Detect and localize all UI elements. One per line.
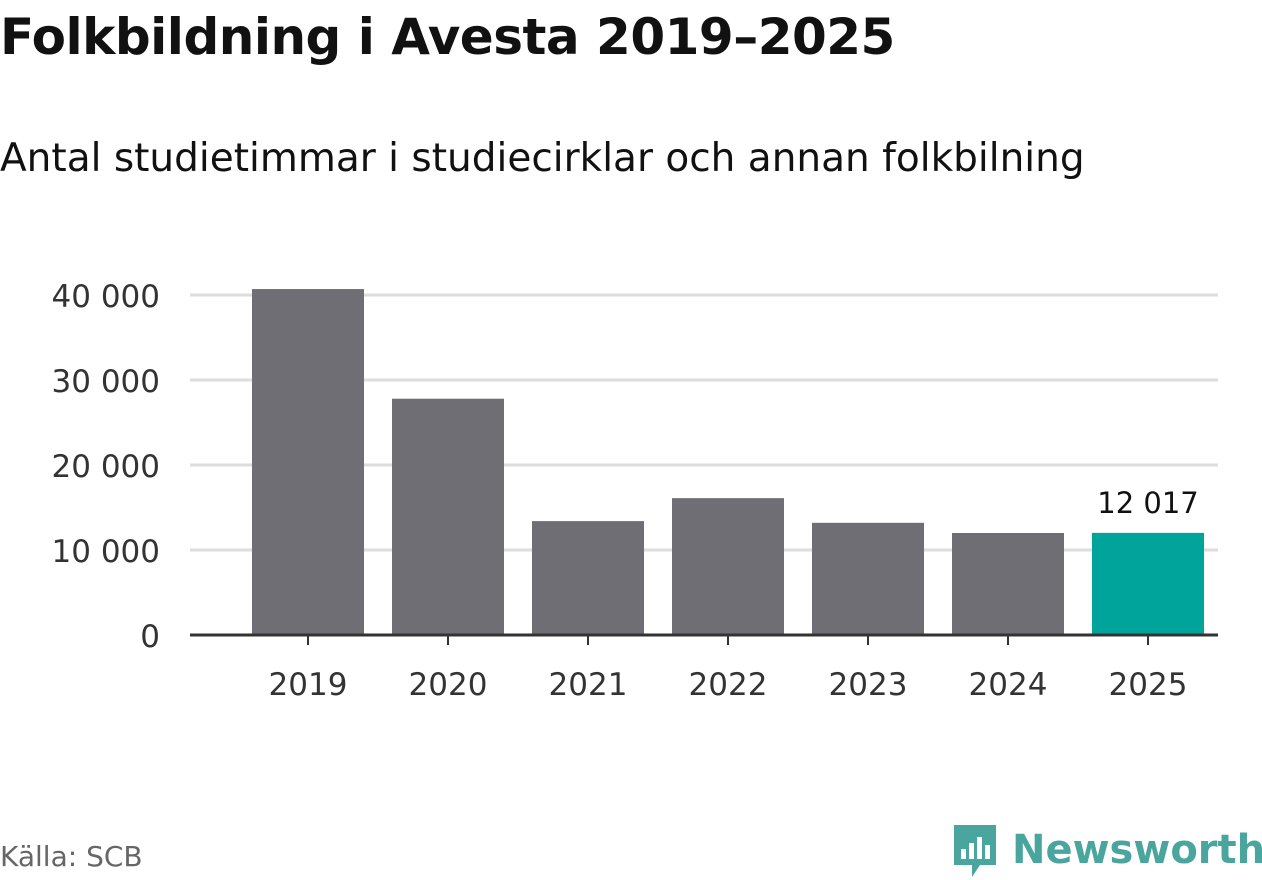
bar-2022 (672, 498, 784, 635)
bar-2021 (532, 521, 644, 635)
x-tick-label: 2021 (549, 667, 628, 703)
bar-2025 (1092, 532, 1204, 635)
x-tick-label: 2023 (829, 667, 908, 703)
y-tick-label: 0 (140, 619, 160, 655)
brand-logo: Newsworthy (950, 820, 1262, 880)
bar-2019 (252, 289, 364, 635)
y-tick-label: 30 000 (52, 364, 160, 400)
chart-subtitle: Antal studietimmar i studiecirklar och a… (0, 136, 1085, 181)
y-tick-label: 10 000 (52, 534, 160, 570)
x-tick-label: 2025 (1109, 667, 1188, 703)
y-tick-label: 40 000 (52, 279, 160, 315)
bar-2023 (812, 522, 924, 635)
x-tick-label: 2020 (409, 667, 488, 703)
brand-name: Newsworthy (1012, 827, 1262, 873)
x-tick-label: 2022 (689, 667, 768, 703)
y-tick-label: 20 000 (52, 449, 160, 485)
bar-2020 (392, 398, 504, 635)
chart-title: Folkbildning i Avesta 2019–2025 (0, 8, 895, 66)
data-label: 12 017 (1097, 486, 1198, 520)
newsworthy-logo-icon (954, 825, 996, 877)
bar-2024 (952, 533, 1064, 635)
x-tick-label: 2024 (969, 667, 1048, 703)
source-note: Källa: SCB (0, 840, 143, 873)
x-tick-label: 2019 (269, 667, 348, 703)
